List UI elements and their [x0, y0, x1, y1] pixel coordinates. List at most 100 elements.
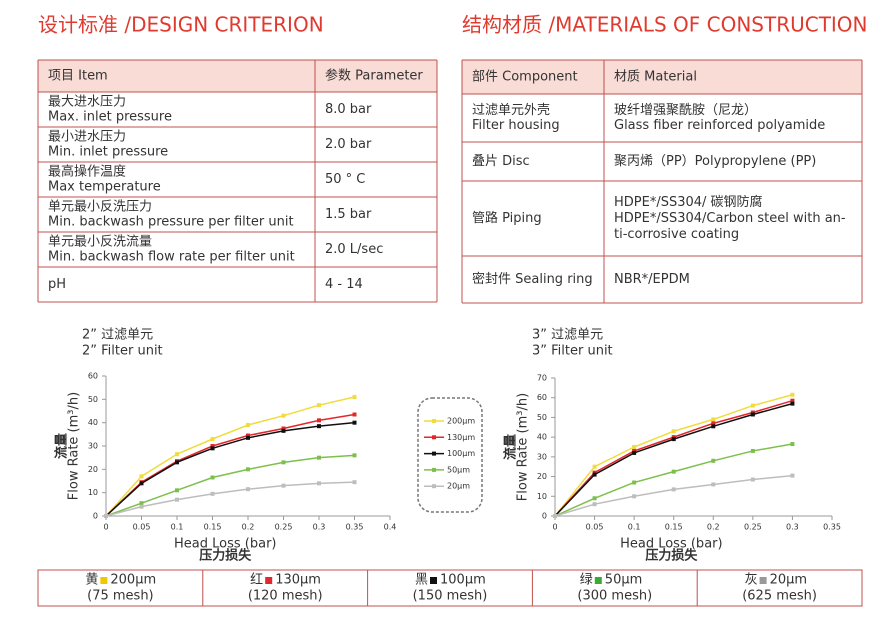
table-cell: 最小进水压力: [48, 130, 126, 145]
point: [210, 475, 215, 480]
y-axis-label: 流量: [54, 433, 70, 459]
legend-marker: [432, 484, 436, 489]
x-tick-label: 0.4: [384, 523, 397, 532]
point: [175, 488, 179, 493]
point: [317, 418, 321, 423]
point: [281, 428, 286, 433]
heading: 结构材质 /MATERIALS OF CONSTRUCTION: [462, 13, 868, 37]
color-swatch: [759, 577, 767, 584]
point: [632, 480, 637, 485]
table-cell: 最高操作温度: [48, 164, 126, 180]
table-cell: pH: [48, 277, 66, 292]
legend-label: 130µm: [447, 433, 475, 442]
series-line: [554, 402, 793, 517]
point: [632, 494, 637, 499]
point: [711, 421, 716, 426]
x-tick-label: 0.15: [665, 523, 683, 532]
y-tick-label: 70: [537, 374, 547, 383]
y-axis-label: Flow Rate (m³/h): [516, 393, 531, 501]
point: [592, 496, 597, 501]
point: [281, 426, 286, 431]
table-cell: 4 - 14: [325, 277, 363, 292]
legend-marker: [432, 467, 436, 472]
legend-marker: [432, 435, 436, 440]
point: [352, 395, 357, 399]
x-tick-label: 0.3: [786, 523, 799, 532]
series-line: [554, 399, 793, 517]
point: [104, 514, 108, 518]
table-cell: Max temperature: [48, 180, 161, 195]
point: [352, 453, 357, 458]
color-name: 灰: [745, 573, 758, 588]
point: [711, 424, 716, 429]
table-cell: 聚丙烯（PP）Polypropylene (PP): [614, 154, 816, 169]
legend-label: 200µm: [447, 417, 475, 426]
chart-subtitle: 2” Filter unit: [82, 344, 163, 359]
table-cell: 50 ° C: [325, 172, 365, 187]
legend-label: 20µm: [447, 482, 470, 491]
x-tick-label: 0.1: [628, 523, 641, 532]
point: [790, 442, 795, 447]
table-cell: Filter housing: [472, 118, 560, 133]
table-cell: Min. backwash flow rate per filter unit: [48, 250, 295, 265]
point: [790, 392, 795, 397]
point: [632, 445, 637, 449]
y-tick-label: 40: [88, 418, 98, 427]
series-line: [105, 454, 355, 517]
point: [750, 403, 755, 408]
point: [246, 487, 250, 492]
legend-box: [417, 397, 483, 513]
x-axis-label: 压力损失: [645, 548, 698, 564]
point: [210, 446, 215, 451]
legend-marker: [432, 451, 436, 456]
x-axis-label: Head Loss (bar): [174, 537, 276, 552]
table-cell: ti-corrosive coating: [614, 227, 739, 242]
point: [592, 472, 597, 477]
color-swatch: [100, 577, 108, 584]
series-line: [105, 396, 355, 517]
mesh-count: (150 mesh): [413, 589, 488, 604]
x-tick-label: 0.05: [586, 523, 604, 532]
point: [281, 460, 286, 465]
point: [592, 502, 597, 507]
series-line: [554, 474, 793, 517]
table-cell: 单元最小反洗流量: [48, 235, 152, 250]
series-line: [105, 481, 355, 517]
color-swatch: [430, 577, 437, 584]
point: [671, 429, 676, 434]
mesh-count: (625 mesh): [742, 589, 817, 604]
point: [352, 480, 357, 485]
table-header: 项目 Item: [48, 69, 108, 84]
point: [317, 403, 321, 408]
y-tick-label: 30: [537, 452, 547, 461]
point: [750, 477, 755, 482]
y-tick-label: 0: [542, 512, 547, 521]
table-cell: 单元最小反洗压力: [48, 200, 152, 215]
point: [671, 437, 676, 442]
x-tick-label: 0.3: [313, 523, 326, 532]
x-tick-label: 0.2: [242, 523, 255, 532]
chart-subtitle: 3” Filter unit: [532, 344, 613, 359]
point: [281, 413, 286, 418]
table-cell: HDPE*/SS304/Carbon steel with an-: [614, 211, 846, 226]
point: [139, 501, 144, 506]
series-line: [105, 421, 355, 517]
point: [175, 460, 179, 465]
table-cell: Min. backwash pressure per filter unit: [48, 215, 294, 230]
point: [790, 473, 795, 478]
color-name: 黑: [415, 573, 428, 588]
heading: 设计标准 /DESIGN CRITERION: [38, 13, 324, 37]
color-name: 红: [250, 572, 263, 588]
y-tick-label: 0: [93, 512, 98, 521]
point: [175, 497, 179, 502]
mesh-size: 20µm: [770, 573, 807, 588]
y-tick-label: 30: [88, 442, 98, 451]
table-cell: Min. inlet pressure: [48, 145, 168, 160]
point: [317, 424, 321, 429]
point: [175, 452, 179, 457]
table-cell: NBR*/EPDM: [614, 272, 690, 287]
table-header: 材质 Material: [614, 70, 697, 85]
table-header: 部件 Component: [472, 70, 578, 85]
x-tick-label: 0.2: [707, 523, 720, 532]
